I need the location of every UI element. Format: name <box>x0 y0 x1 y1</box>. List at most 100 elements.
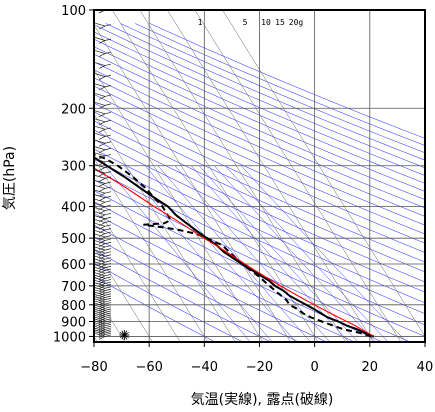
x-tick-label: −20 <box>246 360 273 375</box>
wind-barb <box>94 118 112 126</box>
dry-adiabat <box>94 46 425 192</box>
wind-barb <box>94 327 112 335</box>
wind-barb <box>94 180 112 187</box>
wind-barb <box>94 139 112 147</box>
y-axis-label: 気圧(hPa) <box>2 146 18 210</box>
chart-series <box>94 153 375 338</box>
y-tick-label: 700 <box>61 280 86 295</box>
dry-adiabat <box>94 236 300 342</box>
wind-barb <box>94 169 112 177</box>
y-tick-label: 100 <box>61 4 86 19</box>
y-tick-label: 300 <box>61 160 86 175</box>
wind-barb <box>94 269 112 277</box>
wind-barb <box>94 296 112 304</box>
y-tick-label: 800 <box>61 299 86 314</box>
dry-adiabat <box>94 53 425 200</box>
dry-adiabat <box>105 23 425 161</box>
y-tick-label: 400 <box>61 201 86 216</box>
x-tick-label: −40 <box>191 360 218 375</box>
wind-barb <box>94 289 112 297</box>
isotherm-line <box>194 10 402 342</box>
wind-barb <box>94 277 112 285</box>
mixing-ratio-line <box>191 165 350 342</box>
isotherm-line <box>94 24 291 342</box>
isotherm-line <box>94 247 153 342</box>
dry-adiabat <box>120 23 425 154</box>
wind-barb <box>94 243 112 251</box>
dry-adiabat <box>94 212 356 342</box>
wind-barb <box>94 62 112 69</box>
wind-barb <box>94 93 112 100</box>
dry-adiabat <box>94 31 425 176</box>
dry-adiabat <box>94 120 425 273</box>
wind-barb <box>94 291 112 299</box>
wind-barb <box>94 233 112 241</box>
mixing-ratio-line <box>157 165 311 342</box>
dry-adiabat <box>94 129 425 283</box>
wind-barb <box>94 329 112 337</box>
wind-barb <box>94 237 112 244</box>
wind-barb <box>94 280 112 287</box>
wind-barb <box>94 50 112 57</box>
wind-barb <box>94 219 112 226</box>
x-tick-label: 20 <box>362 360 379 375</box>
wind-barb <box>94 318 112 326</box>
wind-barb <box>94 185 112 192</box>
wind-barb <box>94 255 112 263</box>
wind-barb <box>94 240 112 248</box>
x-tick-label: 40 <box>417 360 434 375</box>
mixing-ratio-line <box>145 165 297 342</box>
dry-adiabat <box>94 102 425 253</box>
wind-barb <box>94 164 112 171</box>
y-tick-label: 200 <box>61 102 86 117</box>
dry-adiabat <box>94 111 425 263</box>
mixing-ratio-line <box>104 165 251 342</box>
wind-barb <box>94 230 112 237</box>
dry-adiabat <box>94 61 425 209</box>
surface-wind-marker <box>119 330 130 341</box>
wind-barb <box>94 194 112 202</box>
y-tick-label: 1000 <box>53 330 86 345</box>
x-tick-label: −80 <box>80 360 107 375</box>
y-tick-label: 600 <box>61 258 86 273</box>
mixing-ratio-label: 15 <box>275 18 285 27</box>
mixing-ratio-line <box>124 165 273 342</box>
wind-barb <box>94 22 112 30</box>
dry-adiabat <box>94 139 425 293</box>
dry-adiabat <box>94 148 425 304</box>
isotherm-line <box>94 158 209 342</box>
dry-adiabat <box>94 224 328 342</box>
dry-adiabat <box>94 158 425 315</box>
wind-barb <box>94 298 112 306</box>
isotherm-line <box>139 10 346 342</box>
wind-barb <box>94 73 112 80</box>
wind-barb <box>94 83 112 91</box>
wind-barbs <box>94 10 130 341</box>
wind-barb <box>94 133 112 140</box>
wind-barb <box>94 287 112 294</box>
dry-adiabat <box>135 23 425 146</box>
wind-barb <box>94 261 112 269</box>
dewpoint-line <box>94 153 372 338</box>
wind-barb <box>94 252 112 260</box>
dry-adiabat <box>94 262 244 342</box>
wind-barb <box>94 152 112 160</box>
wind-barb <box>94 110 112 118</box>
wind-barb <box>94 246 112 254</box>
wind-barb <box>94 282 112 290</box>
dry-adiabat <box>94 276 216 342</box>
wind-barb <box>94 267 112 274</box>
parcel-ascent-line <box>94 167 375 337</box>
wind-barb <box>94 146 112 154</box>
isotherm-line <box>94 202 181 342</box>
dry-adiabat <box>149 23 425 139</box>
wind-barb <box>94 102 112 109</box>
x-axis-label: 気温(実線), 露点(破線) <box>191 392 334 408</box>
wind-barb <box>94 37 112 44</box>
dry-adiabat <box>94 94 425 244</box>
wind-barb <box>94 258 112 266</box>
wind-barb <box>94 125 112 133</box>
wind-barb <box>94 316 112 324</box>
mixing-ratio-labels: 1 5 10 15 20g <box>198 18 304 27</box>
